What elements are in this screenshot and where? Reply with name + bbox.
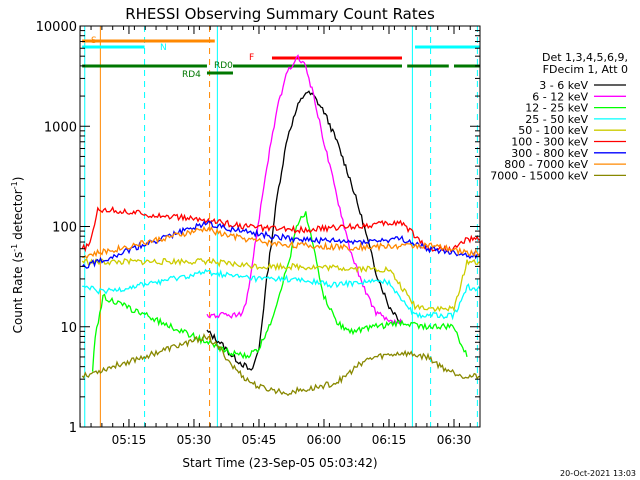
status-label-f: F bbox=[249, 53, 254, 63]
legend-label-0: 3 - 6 keV bbox=[539, 79, 588, 92]
legend-header-1: FDecim 1, Att 0 bbox=[543, 63, 628, 76]
legend-label-1: 6 - 12 keV bbox=[532, 90, 588, 103]
legend-label-5: 100 - 300 keV bbox=[511, 136, 588, 149]
y-tick-label-4: 10000 bbox=[36, 20, 77, 35]
y-axis-label-part2: detector bbox=[11, 189, 25, 244]
status-label-s: S bbox=[91, 36, 97, 46]
series-line-4 bbox=[81, 257, 480, 313]
plot-area: S N F RD0 RD4 05:15 05:30 05:45 06:00 06:15 06:30 1… bbox=[36, 20, 481, 447]
legend-label-7: 800 - 7000 keV bbox=[504, 158, 588, 171]
y-axis-label-part3: ) bbox=[11, 177, 25, 182]
y-axis-label-sup1: -1 bbox=[10, 244, 19, 252]
y-axis-label-sup2: -1 bbox=[10, 181, 19, 189]
x-tick-label-1: 05:30 bbox=[177, 433, 212, 447]
status-label-rd4: RD4 bbox=[182, 70, 201, 80]
series-line-7 bbox=[82, 225, 480, 260]
x-tick-label-4: 06:15 bbox=[372, 433, 407, 447]
series-line-1 bbox=[206, 54, 403, 326]
x-tick-label-0: 05:15 bbox=[112, 433, 147, 447]
legend-label-2: 12 - 25 keV bbox=[525, 102, 588, 115]
x-tick-label-5: 06:30 bbox=[437, 433, 472, 447]
y-tick-label-3: 1000 bbox=[44, 120, 77, 135]
series-line-2 bbox=[91, 211, 468, 372]
y-tick-label-0: 1 bbox=[69, 421, 77, 436]
legend-label-8: 7000 - 15000 keV bbox=[490, 169, 588, 182]
y-axis-label-part1: Count Rate (s bbox=[11, 252, 25, 334]
series-line-3 bbox=[82, 268, 480, 321]
legend-label-3: 25 - 50 keV bbox=[525, 113, 588, 126]
x-tick-label-3: 06:00 bbox=[307, 433, 342, 447]
legend-label-4: 50 - 100 keV bbox=[518, 124, 588, 137]
x-tick-label-2: 05:45 bbox=[242, 433, 277, 447]
series-line-5 bbox=[81, 205, 480, 253]
legend-header-0: Det 1,3,4,5,6,9, bbox=[542, 51, 628, 64]
y-tick-label-1: 10 bbox=[60, 321, 77, 336]
y-tick-label-2: 100 bbox=[52, 221, 77, 236]
legend-label-6: 300 - 800 keV bbox=[511, 147, 588, 160]
y-axis-label: Count Rate (s-1 detector-1) bbox=[10, 177, 25, 334]
x-axis-label: Start Time (23-Sep-05 05:03:42) bbox=[182, 456, 377, 470]
timestamp: 20-Oct-2021 13:03 bbox=[560, 469, 636, 478]
legend: Det 1,3,4,5,6,9,FDecim 1, Att 0 3 - 6 keV… bbox=[490, 51, 628, 182]
plot-inner bbox=[81, 26, 480, 427]
status-label-n: N bbox=[160, 43, 167, 53]
status-label-rd0: RD0 bbox=[214, 61, 233, 71]
series-line-8 bbox=[81, 333, 480, 397]
chart-title: RHESSI Observing Summary Count Rates bbox=[125, 5, 435, 23]
